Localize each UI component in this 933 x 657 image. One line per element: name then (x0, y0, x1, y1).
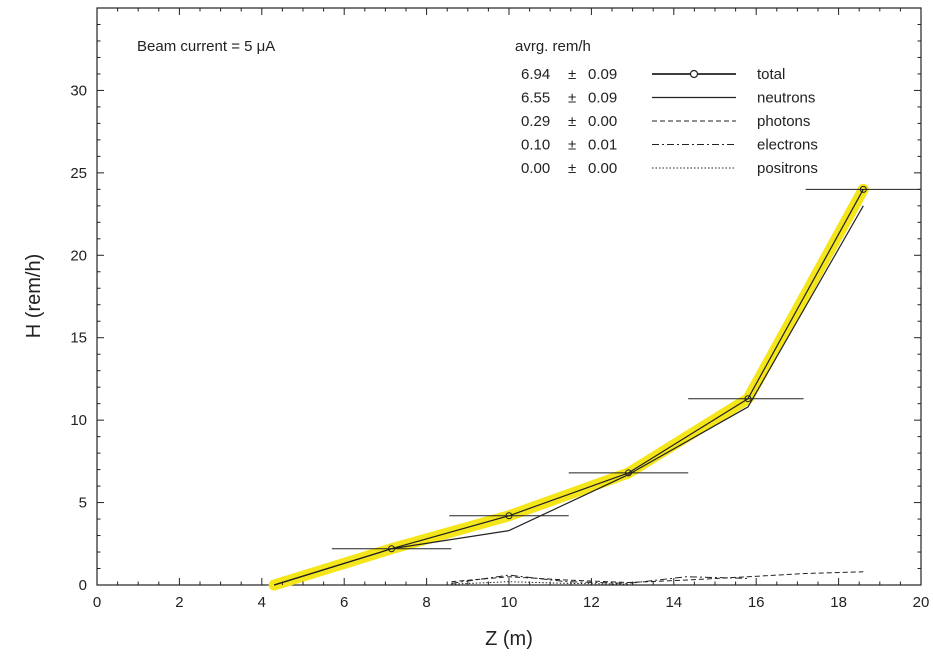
x-tick-label: 10 (501, 594, 518, 611)
x-tick-label: 20 (913, 594, 930, 611)
legend-name-total: total (757, 66, 785, 83)
x-tick-label: 2 (175, 594, 183, 611)
data-point-total (505, 512, 513, 520)
legend-name-neutrons: neutrons (757, 90, 815, 107)
x-tick-label: 4 (258, 594, 266, 611)
legend-value-photons: 0.29 (521, 113, 550, 130)
legend-value-electrons: 0.10 (521, 137, 550, 154)
y-axis-title: H (rem/h) (23, 254, 45, 338)
data-point-total (744, 395, 752, 403)
x-tick-label: 16 (748, 594, 765, 611)
series-line-photons (451, 571, 864, 584)
series-line-neutrons (273, 205, 864, 586)
legend-error-positrons: 0.00 (588, 160, 617, 177)
data-point-total (859, 185, 867, 193)
x-tick-label: 0 (93, 594, 101, 611)
series-line-total (273, 189, 864, 586)
x-tick-label: 6 (340, 594, 348, 611)
legend-name-electrons: electrons (757, 137, 818, 154)
y-tick-label: 0 (79, 577, 87, 594)
beam-current-annotation: Beam current = 5 μA (137, 38, 275, 55)
x-axis-title: Z (m) (485, 628, 533, 650)
legend-name-positrons: positrons (757, 160, 818, 177)
legend-name-photons: photons (757, 113, 810, 130)
series-line-positrons (451, 581, 629, 585)
highlight-total (268, 183, 869, 591)
legend-value-neutrons: 6.55 (521, 90, 550, 107)
x-tick-label: 8 (422, 594, 430, 611)
legend-pm-electrons: ± (568, 137, 576, 154)
y-tick-label: 15 (70, 330, 87, 347)
x-tick-label: 18 (830, 594, 847, 611)
legend-error-electrons: 0.01 (588, 137, 617, 154)
y-tick-label: 10 (70, 412, 87, 429)
legend-pm-total: ± (568, 66, 576, 83)
y-tick-label: 5 (79, 495, 87, 512)
legend-pm-photons: ± (568, 113, 576, 130)
axis-ticks: 0 2 4 6 8 10 12 14 16 18 20 0 5 10 15 20 25 30 (70, 8, 929, 611)
y-tick-label: 30 (70, 82, 87, 99)
legend-error-neutrons: 0.09 (588, 90, 617, 107)
y-tick-label: 25 (70, 165, 87, 182)
x-tick-label: 12 (583, 594, 600, 611)
legend-marker-total (689, 69, 699, 79)
legend-pm-positrons: ± (568, 160, 576, 177)
series-line-electrons (451, 574, 748, 584)
legend-value-positrons: 0.00 (521, 160, 550, 177)
legend-header: avrg. rem/h (515, 38, 591, 55)
legend-pm-neutrons: ± (568, 90, 576, 107)
total-highlight-band (268, 183, 869, 591)
series-layer (273, 185, 921, 586)
x-tick-label: 14 (665, 594, 682, 611)
legend-value-total: 6.94 (521, 66, 550, 83)
legend-error-photons: 0.00 (588, 113, 617, 130)
legend: avrg. rem/h 6.94 ±0.09 total 6.55 ±0.09 neutr… (515, 38, 818, 177)
y-tick-label: 20 (70, 247, 87, 264)
legend-error-total: 0.09 (588, 66, 617, 83)
